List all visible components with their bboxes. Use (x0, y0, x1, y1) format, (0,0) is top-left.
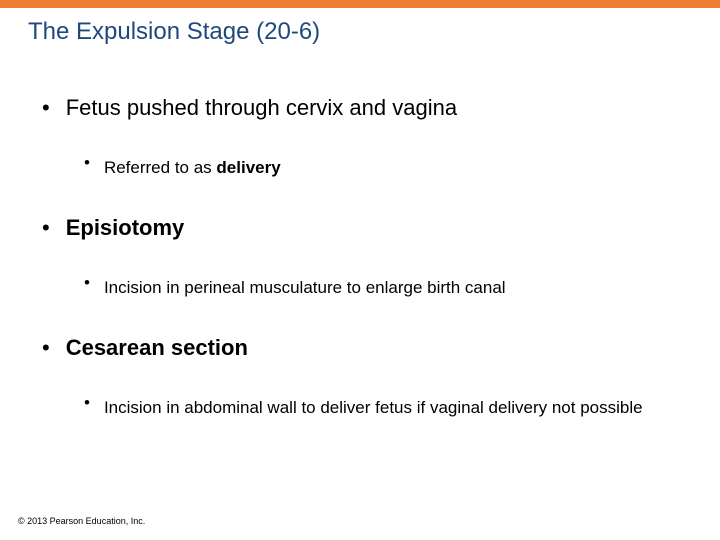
bullet-dot: • (42, 336, 50, 360)
content-area: • Fetus pushed through cervix and vagina… (0, 46, 720, 424)
bullet-text: Cesarean section (66, 334, 248, 362)
text-segment: Incision in abdominal wall to deliver fe… (104, 398, 643, 417)
bullet-level1: • Episiotomy (42, 214, 692, 242)
text-segment: Referred to as (104, 158, 216, 177)
bullet-dot: • (42, 96, 50, 120)
bullet-text: Referred to as delivery (104, 152, 281, 184)
bullet-text: Fetus pushed through cervix and vagina (66, 94, 457, 122)
bullet-dot: • (84, 273, 90, 293)
bullet-dot: • (42, 216, 50, 240)
bullet-text: Incision in abdominal wall to deliver fe… (104, 392, 643, 424)
bullet-level2: • Incision in abdominal wall to deliver … (84, 392, 692, 424)
text-segment: Fetus pushed through cervix and vagina (66, 95, 457, 120)
slide-title: The Expulsion Stage (20-6) (0, 8, 720, 46)
bullet-level2: • Incision in perineal musculature to en… (84, 272, 692, 304)
bullet-level2: • Referred to as delivery (84, 152, 692, 184)
text-bold: Episiotomy (66, 215, 185, 240)
bullet-text: Incision in perineal musculature to enla… (104, 272, 506, 304)
bullet-level1: • Cesarean section (42, 334, 692, 362)
text-segment: Incision in perineal musculature to enla… (104, 278, 506, 297)
bullet-level1: • Fetus pushed through cervix and vagina (42, 94, 692, 122)
text-bold: delivery (216, 158, 280, 177)
bullet-text: Episiotomy (66, 214, 185, 242)
bullet-dot: • (84, 393, 90, 413)
bullet-dot: • (84, 153, 90, 173)
accent-bar (0, 0, 720, 8)
copyright-footer: © 2013 Pearson Education, Inc. (18, 516, 145, 526)
text-bold: Cesarean section (66, 335, 248, 360)
